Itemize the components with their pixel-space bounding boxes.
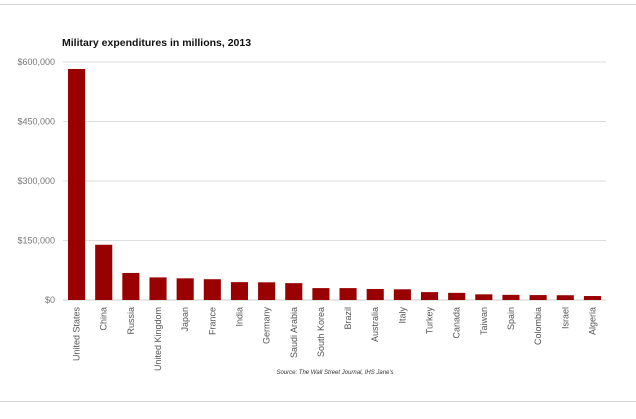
bar: [149, 277, 167, 300]
bar: [258, 282, 276, 300]
x-tick-label: Germany: [262, 307, 272, 345]
x-tick-label: China: [99, 307, 109, 331]
bar: [583, 296, 601, 300]
x-tick-label: South Korea: [316, 307, 326, 357]
bar: [366, 288, 384, 300]
bar: [556, 295, 574, 300]
x-tick-label: Italy: [397, 307, 407, 324]
y-tick-label: $150,000: [17, 236, 55, 246]
x-tick-label: Russia: [126, 307, 136, 335]
x-tick-label: Brazil: [343, 307, 353, 330]
bar: [122, 272, 140, 300]
bar: [95, 244, 113, 300]
x-tick-label: India: [234, 307, 244, 327]
x-tick-label: France: [207, 307, 217, 335]
bar: [285, 283, 303, 300]
x-tick-label: Japan: [180, 307, 190, 332]
x-tick-label: Spain: [506, 307, 516, 330]
x-axis-ticks: United States China Russia United Kingdom Ja…: [72, 307, 598, 372]
bar: [312, 288, 330, 300]
y-tick-label: $450,000: [17, 117, 55, 127]
x-tick-label: Canada: [452, 307, 462, 339]
x-tick-label: United States: [72, 307, 82, 362]
x-tick-label: Algeria: [587, 307, 597, 335]
bar: [502, 294, 520, 300]
gridlines: [63, 61, 606, 301]
y-tick-label: $300,000: [17, 176, 55, 186]
y-tick-label: $600,000: [17, 57, 55, 67]
x-tick-label: Saudi Arabia: [289, 307, 299, 358]
bar: [475, 294, 493, 300]
x-tick-label: Taiwan: [479, 307, 489, 335]
x-tick-label: Colombia: [533, 307, 543, 345]
y-axis-ticks: $0 $150,000 $300,000 $450,000 $600,000: [17, 57, 55, 305]
bar: [529, 295, 547, 300]
x-tick-label: Australia: [370, 307, 380, 342]
source-note: Source: The Wall Street Journal, IHS Jan…: [276, 370, 393, 376]
bar: [176, 278, 194, 300]
bar: [393, 289, 411, 300]
x-tick-label: United Kingdom: [153, 307, 163, 371]
bar: [339, 288, 357, 300]
bars: [68, 68, 601, 300]
top-border: [0, 4, 636, 5]
x-tick-label: Israel: [560, 307, 570, 329]
bar: [203, 279, 221, 300]
y-tick-label: $0: [45, 295, 55, 305]
bottom-border: [0, 401, 636, 402]
bar: [230, 282, 249, 300]
x-tick-label: Turkey: [425, 307, 435, 335]
chart-title: Military expenditures in millions, 2013: [62, 37, 251, 49]
bar: [68, 68, 86, 300]
bar: [420, 292, 439, 300]
bar: [448, 292, 466, 300]
